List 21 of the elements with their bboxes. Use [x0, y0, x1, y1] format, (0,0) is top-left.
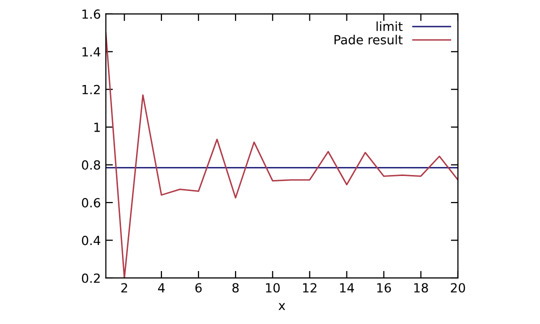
x-tick-label: 18	[414, 283, 428, 293]
y-tick-label: 1.4	[82, 47, 100, 56]
x-tick-label: 6	[195, 283, 202, 293]
x-tick-label: 8	[232, 283, 239, 293]
y-tick-label: 0.6	[82, 198, 100, 208]
x-tick-label: 16	[377, 283, 391, 293]
x-tick-label: 12	[303, 283, 316, 292]
y-tick-label: 1.2	[82, 84, 100, 94]
x-tick-label: 10	[266, 283, 280, 293]
y-tick-label: 1.6	[82, 9, 100, 19]
x-tick-label: 4	[158, 283, 165, 292]
legend-label: Pade result	[334, 34, 403, 44]
y-tick-label: 0.2	[82, 273, 100, 283]
y-tick-label: 0.4	[82, 236, 100, 246]
x-tick-label: 14	[340, 283, 354, 292]
x-axis-title: x	[278, 303, 286, 310]
y-tick-label: 0.8	[82, 160, 100, 170]
y-tick-label: 1	[94, 122, 100, 132]
x-tick-label: 2	[121, 283, 128, 292]
x-tick-label: 20	[450, 283, 466, 293]
legend-label: limit	[376, 21, 403, 31]
